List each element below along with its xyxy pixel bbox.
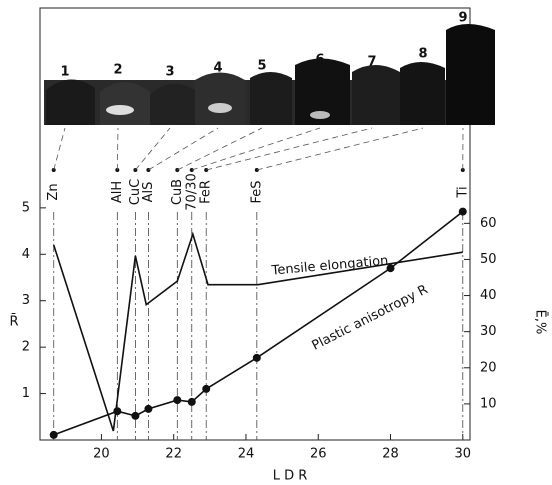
leader-line bbox=[206, 127, 373, 171]
y2-tick-label: 30 bbox=[480, 324, 497, 339]
point bbox=[187, 397, 196, 406]
x-tick-label: 22 bbox=[165, 447, 182, 462]
y-axis-label: R̄ bbox=[9, 314, 18, 329]
cup-label: 9 bbox=[458, 11, 467, 26]
material-label: FeS bbox=[249, 180, 264, 203]
point bbox=[49, 430, 58, 439]
cup-label: 4 bbox=[213, 61, 222, 76]
cup-label: 7 bbox=[367, 55, 376, 70]
cup-label: 6 bbox=[315, 53, 324, 68]
point bbox=[202, 384, 211, 393]
material-label: 70/30 bbox=[184, 173, 199, 210]
leader-line bbox=[53, 127, 66, 171]
leader-line bbox=[135, 127, 171, 171]
material-label: CuC bbox=[128, 179, 143, 205]
series-label: Tensile elongation bbox=[270, 253, 389, 278]
frame bbox=[39, 7, 471, 441]
leader-line bbox=[148, 127, 219, 171]
series-line bbox=[52, 231, 463, 432]
y-tick-label: 3 bbox=[22, 293, 30, 308]
y2-axis-label: Ē,% bbox=[533, 310, 548, 335]
point bbox=[131, 411, 140, 420]
y-tick-label: 1 bbox=[22, 386, 30, 401]
y-tick-label: 4 bbox=[22, 247, 30, 262]
point bbox=[113, 407, 122, 416]
leader-line bbox=[256, 127, 424, 171]
leader-line bbox=[191, 127, 321, 171]
x-tick-label: 20 bbox=[93, 447, 110, 462]
y2-tick-label: 40 bbox=[480, 288, 497, 303]
series-line bbox=[53, 210, 464, 436]
leader-line bbox=[116, 127, 119, 171]
y2-tick-label: 10 bbox=[480, 396, 497, 411]
material-label: AlS bbox=[141, 182, 156, 203]
y2-tick-label: 60 bbox=[480, 216, 497, 231]
material-label: CuB bbox=[170, 179, 185, 205]
series-label: Plastic anisotropy R bbox=[310, 282, 431, 353]
y2-tick-label: 50 bbox=[480, 252, 497, 267]
cup-label: 8 bbox=[418, 47, 427, 62]
point bbox=[173, 396, 182, 405]
x-axis-label: L D R bbox=[273, 469, 308, 484]
y-tick-label: 5 bbox=[22, 200, 30, 215]
cup-label: 2 bbox=[113, 63, 122, 78]
x-tick-label: 28 bbox=[382, 447, 399, 462]
cup-label: 3 bbox=[165, 65, 174, 80]
cup-label: 1 bbox=[60, 65, 69, 80]
point bbox=[386, 264, 395, 273]
point bbox=[252, 353, 261, 362]
x-tick-label: 24 bbox=[238, 447, 255, 462]
y-tick-label: 2 bbox=[22, 340, 30, 355]
material-label: AlH bbox=[110, 181, 125, 203]
leader-line bbox=[177, 127, 263, 171]
cup-label: 5 bbox=[257, 59, 266, 74]
material-label: FeR bbox=[199, 180, 214, 204]
y2-tick-label: 20 bbox=[480, 360, 497, 375]
point bbox=[144, 404, 153, 413]
point bbox=[458, 207, 467, 216]
x-tick-label: 26 bbox=[310, 447, 327, 462]
cup-photo bbox=[44, 24, 495, 125]
x-tick-label: 30 bbox=[454, 447, 471, 462]
material-label: Ti bbox=[455, 186, 470, 198]
material-label: Zn bbox=[46, 183, 61, 200]
